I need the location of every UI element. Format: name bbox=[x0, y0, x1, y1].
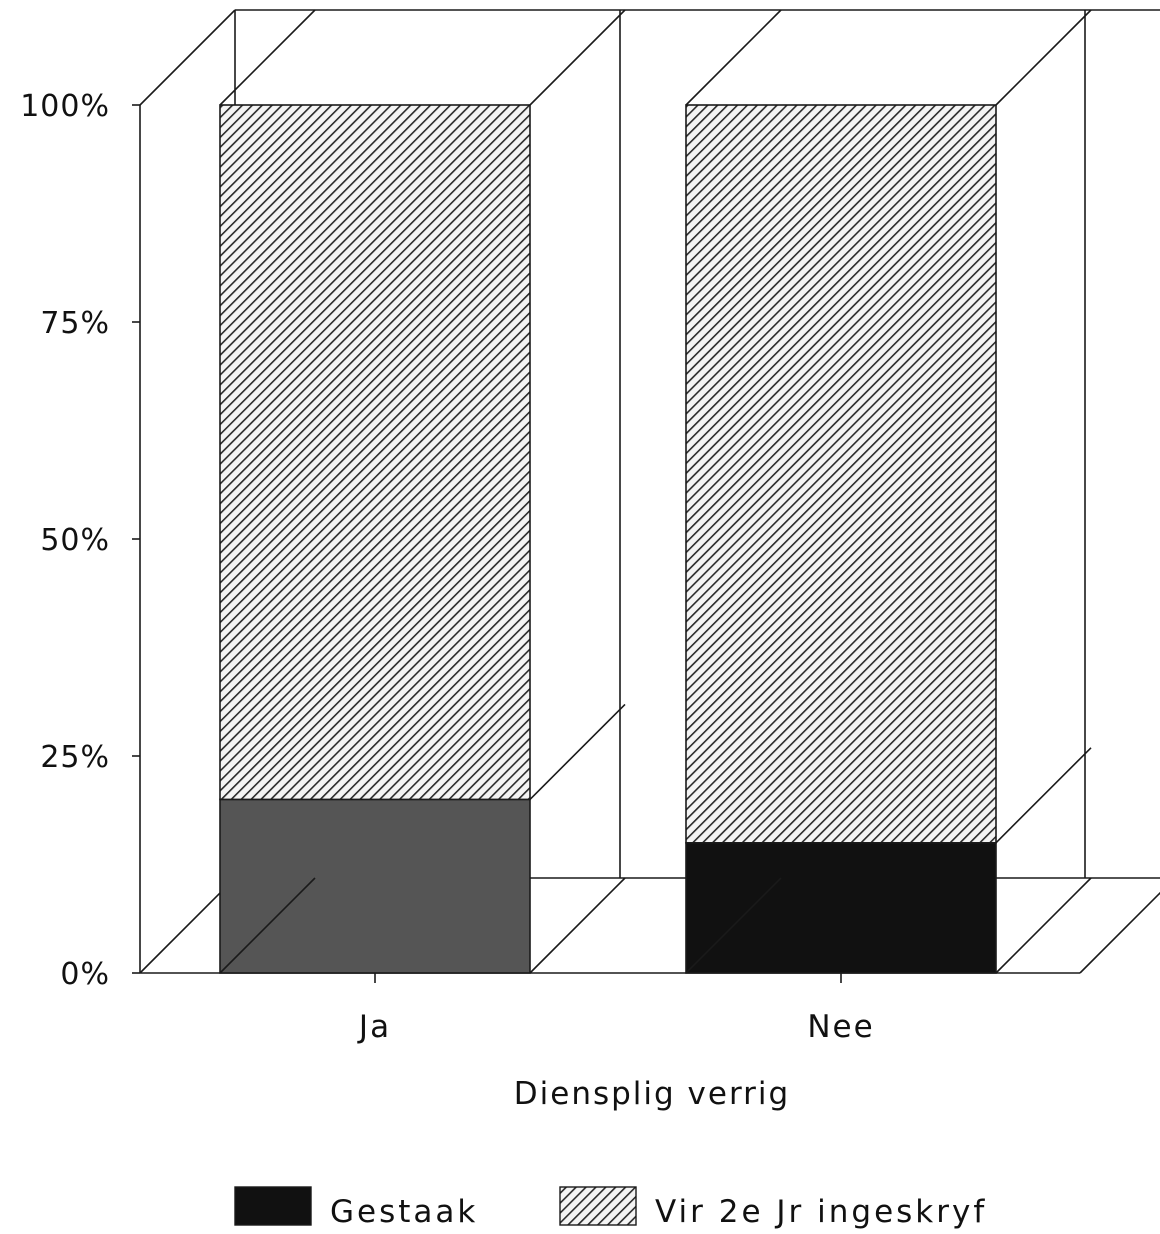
depth-edge bbox=[139, 877, 236, 974]
bar-depth-edge bbox=[685, 9, 782, 106]
bar-depth-edge bbox=[685, 877, 782, 974]
bar-segment bbox=[219, 798, 531, 974]
bar-depth-edge bbox=[529, 703, 626, 800]
y-tick-label: 25% bbox=[40, 740, 110, 775]
bar-depth-edge bbox=[219, 9, 316, 106]
bar-depth-edge bbox=[995, 877, 1092, 974]
y-tick-label: 75% bbox=[40, 306, 110, 341]
legend-swatch bbox=[559, 1186, 637, 1226]
bar-segment bbox=[685, 841, 997, 974]
depth-edge bbox=[1079, 891, 1160, 974]
y-tick-label: 50% bbox=[40, 523, 110, 558]
depth-edge bbox=[139, 9, 236, 106]
bar-depth-edge bbox=[219, 877, 316, 974]
legend-label: Vir 2e Jr ingeskryf bbox=[655, 1194, 987, 1229]
bar-depth-edge bbox=[529, 877, 626, 974]
bars-group bbox=[219, 9, 1092, 974]
legend: Gestaak Vir 2e Jr ingeskryf bbox=[234, 1186, 987, 1230]
x-axis-title: Diensplig verrig bbox=[514, 1076, 790, 1112]
x-axis-categories: Ja Nee bbox=[357, 973, 874, 1045]
bar-depth-edge bbox=[995, 747, 1092, 844]
bar-segment bbox=[219, 104, 531, 801]
legend-label: Gestaak bbox=[330, 1194, 478, 1229]
bar-depth-edge bbox=[995, 9, 1092, 106]
legend-swatch bbox=[234, 1186, 312, 1226]
x-category-label: Nee bbox=[807, 1009, 874, 1045]
y-tick-label: 0% bbox=[60, 957, 110, 992]
bar-depth-edge bbox=[529, 9, 626, 106]
y-tick-label: 100% bbox=[20, 89, 110, 124]
x-category-label: Ja bbox=[357, 1009, 391, 1045]
y-axis-ticks: 0% 25% 50% 75% 100% bbox=[20, 89, 140, 992]
bar-segment bbox=[685, 104, 997, 844]
